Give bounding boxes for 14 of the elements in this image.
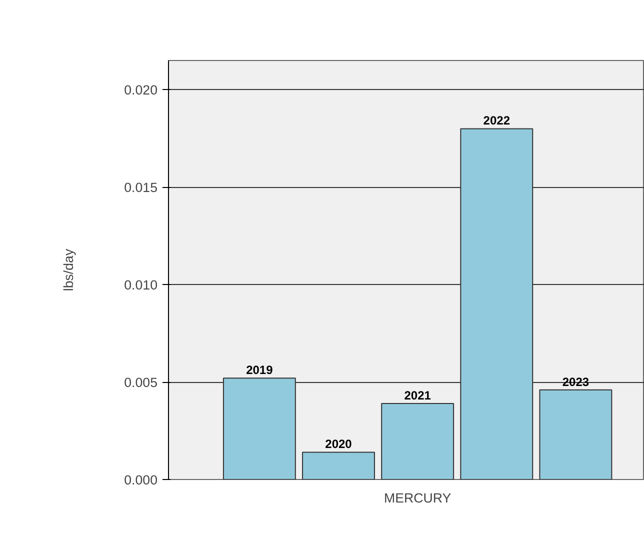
x-tick-label: MERCURY	[384, 490, 452, 506]
series-label: 2022	[483, 114, 510, 128]
bar	[302, 452, 375, 480]
y-tick-label: 0.000	[124, 472, 158, 488]
series-label: 2019	[246, 363, 274, 378]
y-tick-label: 0.015	[124, 180, 158, 196]
bar	[381, 402, 454, 480]
y-axis-title: lbs/day	[61, 248, 76, 292]
y-tick-label: 0.005	[124, 375, 158, 390]
series-label: 2020	[325, 437, 352, 452]
y-tick-label: 0.010	[124, 278, 158, 293]
series-label: 2021	[404, 388, 432, 402]
bar	[539, 389, 612, 480]
y-tick-label: 0.020	[124, 82, 158, 98]
